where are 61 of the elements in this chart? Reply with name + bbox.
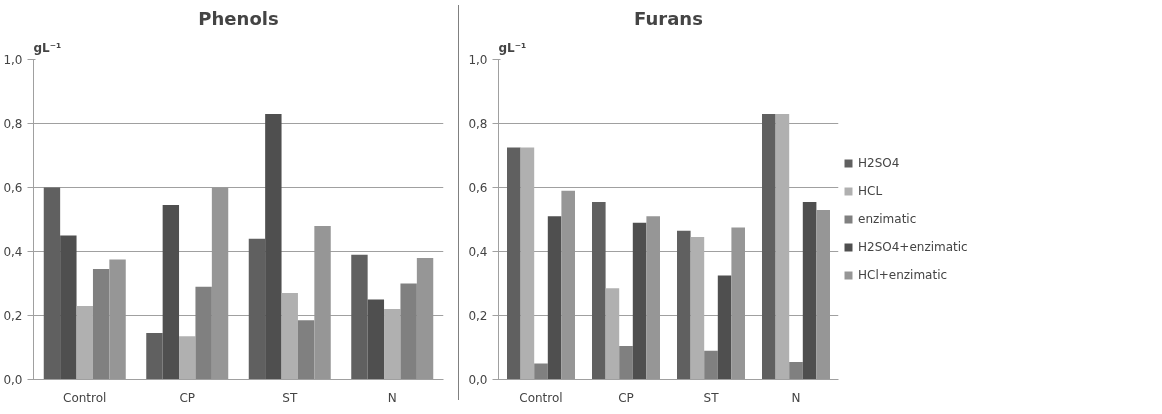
y-tick-label: 0,4: [3, 245, 23, 259]
legend-label: H2SO4+enzimatic: [858, 240, 968, 254]
bar: [592, 201, 606, 380]
bar: [195, 286, 212, 380]
bar: [507, 147, 521, 380]
bar: [297, 320, 315, 380]
x-tick-label: ST: [282, 390, 298, 405]
y-tick-label: 1,0: [3, 53, 23, 67]
bar: [162, 205, 180, 380]
bar: [92, 269, 110, 380]
x-tick-label: Control: [63, 390, 107, 405]
legend-label: HCL: [858, 184, 883, 198]
bar: [60, 235, 77, 380]
bar: [677, 230, 691, 380]
bar: [802, 201, 817, 380]
y-tick-label: 0,0: [3, 373, 23, 387]
bar: [248, 238, 266, 380]
x-tick-label: CP: [179, 390, 196, 405]
x-tick-label: ST: [703, 390, 720, 405]
bar: [76, 305, 93, 380]
bar: [265, 113, 282, 380]
y-tick-label: 0,4: [468, 245, 488, 259]
y-tick-label: 0,6: [3, 181, 23, 195]
y-tick-label: 0,8: [468, 117, 488, 131]
x-tick-label: N: [791, 390, 801, 405]
bar: [146, 333, 163, 380]
bar: [704, 350, 718, 380]
legend-label: HCl+enzimatic: [858, 268, 948, 282]
bar: [547, 216, 562, 380]
x-tick-label: CP: [618, 390, 634, 405]
bar: [619, 345, 633, 380]
bar: [400, 283, 417, 380]
bar: [632, 222, 647, 380]
bar: [520, 147, 535, 380]
bar: [605, 288, 620, 380]
chart-title: Furans: [634, 7, 703, 29]
bar: [281, 293, 298, 380]
bar: [775, 113, 790, 380]
legend-label: H2SO4: [858, 156, 900, 170]
y-tick-label: 1,0: [468, 53, 488, 67]
legend-label: enzimatic: [858, 212, 917, 226]
bar: [43, 187, 61, 380]
bar: [384, 309, 401, 380]
bar: [351, 254, 368, 380]
y-axis-title: gL⁻¹: [33, 40, 62, 55]
bar: [717, 275, 732, 380]
bar: [690, 237, 705, 380]
bar: [367, 299, 385, 380]
y-tick-label: 0,8: [3, 117, 23, 131]
bar: [762, 113, 776, 380]
chart-title: Phenols: [198, 7, 279, 29]
y-tick-label: 0,0: [468, 373, 488, 387]
bar: [789, 361, 803, 380]
x-tick-label: Control: [519, 390, 563, 405]
bar: [534, 363, 548, 380]
y-tick-label: 0,2: [468, 309, 488, 323]
y-axis-title: gL⁻¹: [498, 40, 527, 55]
y-tick-label: 0,6: [468, 181, 488, 195]
y-tick-label: 0,2: [3, 309, 23, 323]
x-tick-label: N: [387, 390, 397, 405]
bar: [179, 336, 196, 380]
